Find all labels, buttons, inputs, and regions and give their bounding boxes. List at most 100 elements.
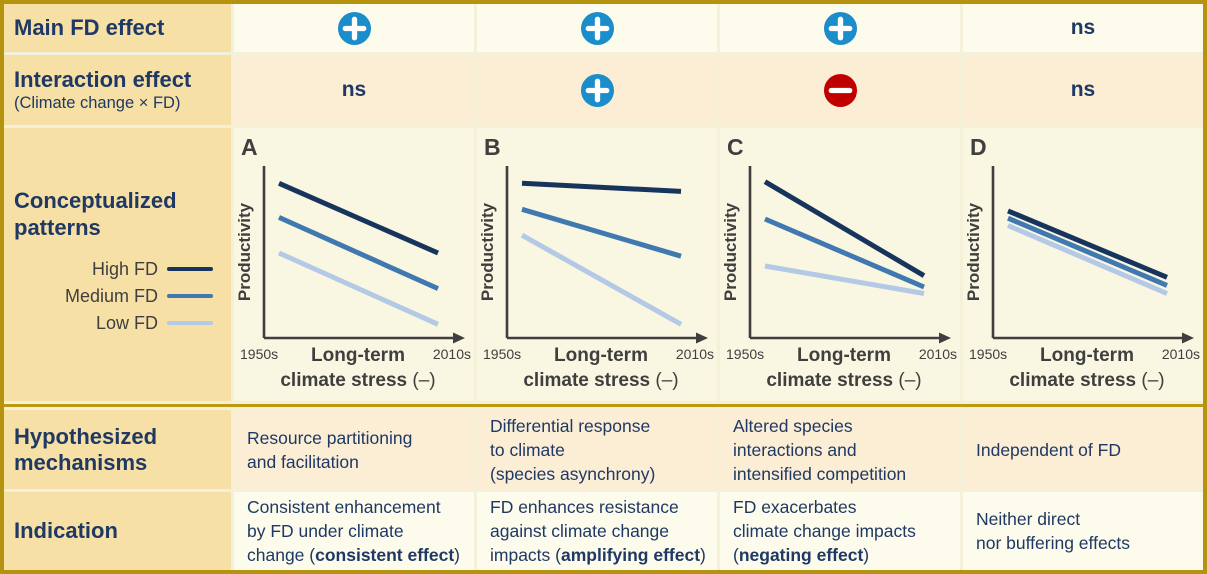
- panel-letter: C: [727, 134, 744, 160]
- row-label-conceptualized-patterns: Conceptualized patterns High FD Medium F…: [4, 128, 231, 401]
- text-line: FD exacerbates: [733, 497, 857, 517]
- mechanism-cell-d: Independent of FD: [963, 410, 1203, 489]
- text-line: intensified competition: [733, 463, 907, 484]
- panel-letter: A: [241, 134, 258, 160]
- x-tick-2010s: 2010s: [433, 346, 471, 362]
- main-effect-cell-d: ns: [963, 4, 1203, 52]
- x-axis-arrowhead: [696, 332, 708, 344]
- legend-label-low-fd: Low FD: [95, 312, 158, 333]
- legend-item-high-fd: High FD: [14, 256, 231, 283]
- chart-panel-c: C Productivity 1950s 2010s Long-term climate …: [720, 128, 960, 401]
- mechanism-cell-a: Resource partitioning and facilitation: [234, 410, 474, 489]
- y-axis-label: Productivity: [721, 202, 740, 301]
- series-line-medium-fd: [521, 206, 682, 259]
- series-line-low-fd: [277, 250, 440, 327]
- series-line-high-fd: [521, 180, 682, 194]
- text-line: (negating effect): [733, 545, 870, 565]
- legend-label-high-fd: High FD: [91, 258, 158, 279]
- x-tick-1950s: 1950s: [726, 346, 764, 362]
- series-line-low-fd: [1007, 223, 1168, 296]
- minus-icon: [823, 73, 857, 107]
- chart-panel-a: A Productivity 1950s 2010s Long-term climate …: [234, 128, 474, 401]
- text-line: climate change impacts: [733, 521, 916, 541]
- text-line: change (consistent effect): [247, 545, 460, 565]
- series-line-high-fd: [277, 181, 440, 256]
- ns-label: ns: [1070, 16, 1096, 39]
- text-line: Neither direct: [976, 509, 1081, 529]
- series-line-low-fd: [764, 263, 925, 296]
- mechanism-cell-b: Differential response to climate (species …: [477, 410, 717, 489]
- series-line-high-fd: [763, 179, 926, 278]
- plus-icon: [580, 11, 614, 45]
- indication-title: Indication: [14, 518, 118, 544]
- row-label-interaction-effect: Interaction effect (Climate change × FD): [4, 55, 231, 125]
- legend-line-swatch-high-fd: [167, 267, 213, 271]
- x-axis-arrowhead: [939, 332, 951, 344]
- series-line-high-fd: [1007, 208, 1168, 280]
- chart-panel-d: D Productivity 1950s 2010s Long-term climate …: [963, 128, 1203, 401]
- series-line-low-fd: [520, 233, 683, 327]
- x-tick-1950s: 1950s: [240, 346, 278, 362]
- text-line: impacts (amplifying effect): [490, 545, 706, 565]
- text-line: Independent of FD: [976, 439, 1121, 460]
- x-axis-arrowhead: [1182, 332, 1194, 344]
- series-line-medium-fd: [764, 216, 925, 290]
- x-axis-label-line2: climate stress (–): [523, 370, 678, 391]
- hypothesized-mechanisms-title: Hypothesized mechanisms: [14, 423, 158, 475]
- chart-svg-panel-D: D Productivity 1950s 2010s Long-term climate …: [964, 134, 1200, 391]
- chart-panel-b: B Productivity 1950s 2010s Long-term climate …: [477, 128, 717, 401]
- indication-cell-d: Neither direct nor buffering effects: [963, 492, 1203, 570]
- x-axis-label-line1: Long-term: [1040, 345, 1134, 366]
- indication-cell-b: FD enhances resistance against climate ch…: [477, 492, 717, 570]
- x-tick-2010s: 2010s: [919, 346, 957, 362]
- legend-item-medium-fd: Medium FD: [14, 283, 231, 310]
- interaction-cell-a: ns: [234, 55, 474, 125]
- interaction-effect-subtitle: (Climate change × FD): [14, 93, 181, 112]
- series-line-medium-fd: [1007, 215, 1168, 288]
- x-tick-1950s: 1950s: [969, 346, 1007, 362]
- chart-svg-panel-A: A Productivity 1950s 2010s Long-term climate …: [235, 134, 471, 391]
- chart-svg-panel-B: B Productivity 1950s 2010s Long-term climate …: [478, 134, 714, 391]
- text-line: nor buffering effects: [976, 533, 1131, 553]
- text-line: by FD under climate: [247, 521, 404, 541]
- ns-label: ns: [341, 78, 367, 101]
- chart-svg-panel-C: C Productivity 1950s 2010s Long-term climate …: [721, 134, 957, 391]
- y-axis-label: Productivity: [964, 202, 983, 301]
- text-line: interactions and: [733, 439, 857, 460]
- x-axis-label-line1: Long-term: [311, 345, 405, 366]
- interaction-cell-c: [720, 55, 960, 125]
- text-line: to climate: [490, 439, 565, 460]
- row-label-indication: Indication: [4, 492, 231, 570]
- legend-label-medium-fd: Medium FD: [64, 285, 158, 306]
- panel-letter: B: [484, 134, 501, 160]
- x-tick-2010s: 2010s: [676, 346, 714, 362]
- row-label-hypothesized-mechanisms: Hypothesized mechanisms: [4, 410, 231, 489]
- indication-cell-c: FD exacerbates climate change impacts (neg…: [720, 492, 960, 570]
- series-line-medium-fd: [277, 215, 440, 291]
- x-axis-label-line1: Long-term: [554, 345, 648, 366]
- x-axis-label-line2: climate stress (–): [1009, 370, 1164, 391]
- text-line: and facilitation: [247, 451, 359, 472]
- section-divider-line: [4, 404, 1203, 407]
- x-axis-arrowhead: [453, 332, 465, 344]
- text-line: Resource partitioning: [247, 427, 413, 448]
- indication-cell-a: Consistent enhancement by FD under climat…: [234, 492, 474, 570]
- plus-icon: [823, 11, 857, 45]
- x-axis-label-line2: climate stress (–): [280, 370, 435, 391]
- y-axis-label: Productivity: [235, 202, 254, 301]
- interaction-cell-b: [477, 55, 717, 125]
- plus-icon: [580, 73, 614, 107]
- fd-legend: High FD Medium FD Low FD: [14, 256, 231, 337]
- x-tick-1950s: 1950s: [483, 346, 521, 362]
- row-label-main-fd-effect: Main FD effect: [4, 4, 231, 52]
- main-fd-effect-title: Main FD effect: [14, 15, 165, 41]
- interaction-cell-d: ns: [963, 55, 1203, 125]
- text-line: Altered species: [733, 415, 853, 436]
- interaction-effect-title: Interaction effect: [14, 67, 192, 93]
- conceptualized-patterns-title: Conceptualized patterns: [14, 187, 177, 241]
- text-line: Differential response: [490, 415, 651, 436]
- main-effect-cell-b: [477, 4, 717, 52]
- plus-icon: [337, 11, 371, 45]
- panel-letter: D: [970, 134, 987, 160]
